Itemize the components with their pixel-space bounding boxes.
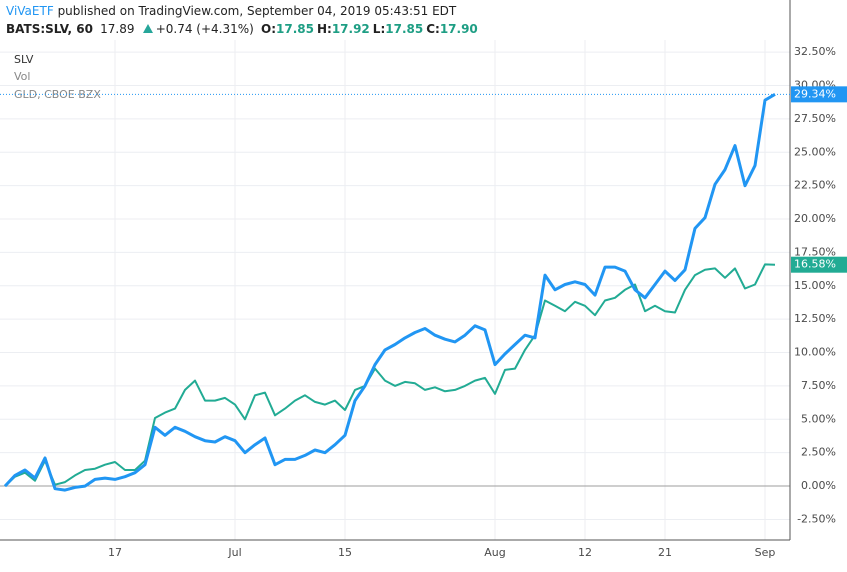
last-value-label: 29.34% xyxy=(794,87,836,100)
publisher[interactable]: ViVaETF xyxy=(6,4,54,18)
change: +0.74 (+4.31%) xyxy=(155,22,254,36)
ohlc-label: L: xyxy=(372,22,386,36)
ohlc-value: 17.90 xyxy=(439,22,478,36)
y-tick-label: 17.50% xyxy=(794,245,836,258)
y-tick-label: 10.00% xyxy=(794,346,836,359)
y-tick-label: 0.00% xyxy=(801,479,836,492)
header-line-1: ViVaETF published on TradingView.com, Se… xyxy=(6,4,459,18)
series-line xyxy=(4,263,776,487)
y-tick-label: -2.50% xyxy=(797,512,836,525)
y-tick-label: 27.50% xyxy=(794,112,836,125)
x-tick-label: Jul xyxy=(227,546,241,559)
x-tick-label: 15 xyxy=(338,546,352,559)
x-tick-label: Sep xyxy=(755,546,776,559)
series-line xyxy=(3,93,776,492)
published: published on TradingView.com, September … xyxy=(57,4,457,18)
symbol: BATS:SLV, 60 xyxy=(6,22,93,36)
legend-slv: SLV xyxy=(14,53,34,66)
ohlc-value: 17.85 xyxy=(276,22,314,36)
legend-vol: Vol xyxy=(14,70,30,83)
up-arrow xyxy=(142,24,153,33)
ohlc-value: 17.85 xyxy=(385,22,424,36)
last-value-box xyxy=(791,256,847,273)
price: 17.89 xyxy=(100,22,135,36)
y-tick-label: 22.50% xyxy=(794,179,836,192)
ohlc-label: C: xyxy=(426,22,440,36)
last-value-label: 16.58% xyxy=(794,258,836,271)
y-tick-label: 32.50% xyxy=(794,45,836,58)
ohlc-label: O: xyxy=(261,22,277,36)
last-value-box xyxy=(791,86,847,103)
y-tick-label: 20.00% xyxy=(794,212,836,225)
y-tick-label: 25.00% xyxy=(794,145,836,158)
y-tick-label: 15.00% xyxy=(794,279,836,292)
y-tick-label: 7.50% xyxy=(801,379,836,392)
x-tick-label: 17 xyxy=(108,546,122,559)
x-tick-label: 12 xyxy=(578,546,592,559)
x-tick-label: Aug xyxy=(484,546,505,559)
ohlc: O:17.85 H:17.92 L:17.85 C:17.90 xyxy=(261,22,481,36)
y-tick-label: 5.00% xyxy=(801,412,836,425)
y-tick-label: 12.50% xyxy=(794,312,836,325)
ohlc-value: 17.92 xyxy=(331,22,370,36)
y-tick-label: 2.50% xyxy=(801,446,836,459)
header-line-2: BATS:SLV, 60 17.89 +0.74 (+4.31%) O:17.8… xyxy=(6,22,484,36)
plot: -2.50% 0.00% 2.50% 5.00% 7.50% 10.00% 12.50% 15… xyxy=(0,0,847,559)
ohlc-label: H: xyxy=(316,22,332,36)
x-tick-label: 21 xyxy=(658,546,672,559)
